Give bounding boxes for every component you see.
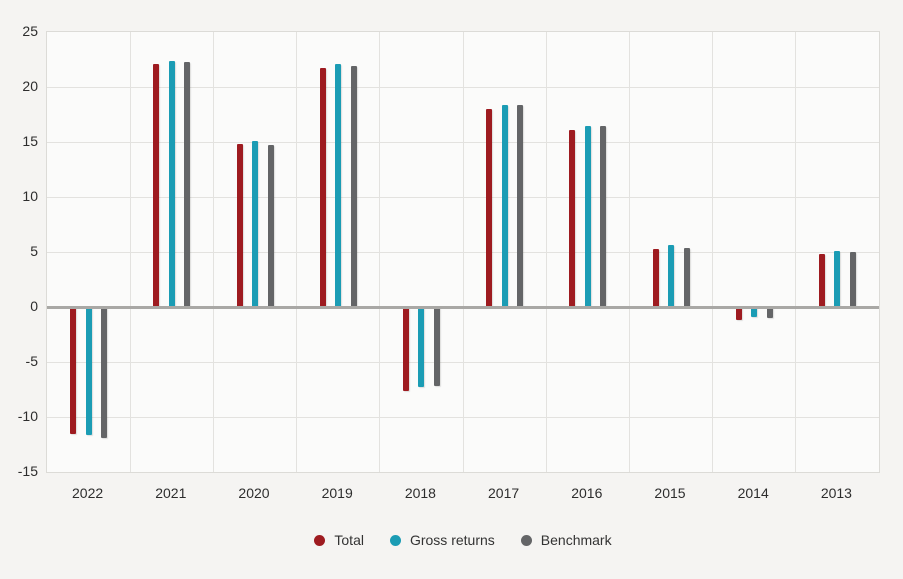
- bar-benchmark-2021: [184, 61, 191, 307]
- bar-benchmark-2018: [433, 307, 440, 387]
- bar-gross-returns-2021: [168, 60, 175, 307]
- bar-benchmark-2020: [267, 145, 274, 307]
- y-tick-label-20: 20: [22, 78, 38, 94]
- plot-area: [46, 31, 880, 473]
- x-tick-label-2013: 2013: [820, 485, 852, 501]
- legend-dot-icon: [314, 534, 326, 546]
- v-gridline-4: [379, 32, 381, 472]
- legend-dot-icon: [389, 534, 401, 546]
- bar-total-2016: [569, 129, 576, 307]
- bar-gross-returns-2017: [501, 104, 508, 307]
- x-tick-label-2014: 2014: [737, 485, 769, 501]
- y-tick-label-10: 10: [22, 188, 38, 204]
- x-tick-label-2016: 2016: [571, 485, 603, 501]
- bar-gross-returns-2014: [751, 307, 758, 317]
- bar-gross-returns-2022: [85, 307, 92, 435]
- bar-total-2020: [236, 144, 243, 307]
- bar-benchmark-2022: [101, 307, 108, 438]
- bar-gross-returns-2019: [335, 63, 342, 307]
- legend-item-benchmark[interactable]: Benchmark: [520, 531, 612, 549]
- legend-dot-icon: [520, 534, 532, 546]
- bar-benchmark-2013: [849, 252, 856, 307]
- x-tick-label-2017: 2017: [488, 485, 520, 501]
- legend-label: Total: [334, 532, 364, 548]
- bar-gross-returns-2013: [834, 250, 841, 307]
- bar-total-2018: [402, 307, 409, 391]
- y-tick-label-0: 0: [30, 298, 38, 314]
- y-tick-label--10: -10: [17, 408, 38, 424]
- legend-label: Gross returns: [409, 532, 495, 548]
- x-tick-label-2021: 2021: [155, 485, 187, 501]
- bar-total-2014: [735, 307, 742, 321]
- v-gridline-9: [795, 32, 797, 472]
- bar-benchmark-2016: [600, 125, 607, 307]
- bar-benchmark-2015: [683, 247, 690, 307]
- legend-item-gross-returns[interactable]: Gross returns: [389, 531, 495, 549]
- v-gridline-5: [462, 32, 464, 472]
- x-tick-label-2022: 2022: [72, 485, 104, 501]
- bar-total-2015: [652, 248, 659, 307]
- legend: Total Gross returns Benchmark: [46, 531, 880, 549]
- v-gridline-1: [129, 32, 131, 472]
- x-tick-label-2019: 2019: [321, 485, 353, 501]
- bar-benchmark-2014: [766, 307, 773, 318]
- y-tick-label--15: -15: [17, 463, 38, 479]
- bar-benchmark-2019: [350, 66, 357, 307]
- x-tick-label-2018: 2018: [404, 485, 436, 501]
- bar-gross-returns-2015: [668, 245, 674, 307]
- x-tick-label-2020: 2020: [238, 485, 270, 501]
- bar-total-2021: [153, 63, 160, 307]
- bar-benchmark-2017: [517, 104, 524, 307]
- bar-gross-returns-2020: [252, 140, 258, 307]
- bar-gross-returns-2018: [418, 307, 425, 388]
- y-tick-label-5: 5: [30, 243, 38, 259]
- bar-total-2013: [818, 254, 825, 307]
- zero-axis-line: [47, 305, 879, 309]
- v-gridline-3: [296, 32, 298, 472]
- bar-total-2019: [319, 68, 326, 307]
- legend-item-total[interactable]: Total: [314, 531, 364, 549]
- x-tick-label-2015: 2015: [654, 485, 686, 501]
- y-tick-label--5: -5: [25, 353, 38, 369]
- v-gridline-6: [545, 32, 547, 472]
- y-tick-label-25: 25: [22, 23, 38, 39]
- v-gridline-2: [212, 32, 214, 472]
- bar-total-2017: [486, 109, 493, 307]
- bar-total-2022: [70, 307, 77, 434]
- legend-label: Benchmark: [540, 532, 612, 548]
- bar-gross-returns-2016: [584, 125, 591, 307]
- v-gridline-8: [712, 32, 714, 472]
- y-tick-label-15: 15: [22, 133, 38, 149]
- v-gridline-7: [628, 32, 630, 472]
